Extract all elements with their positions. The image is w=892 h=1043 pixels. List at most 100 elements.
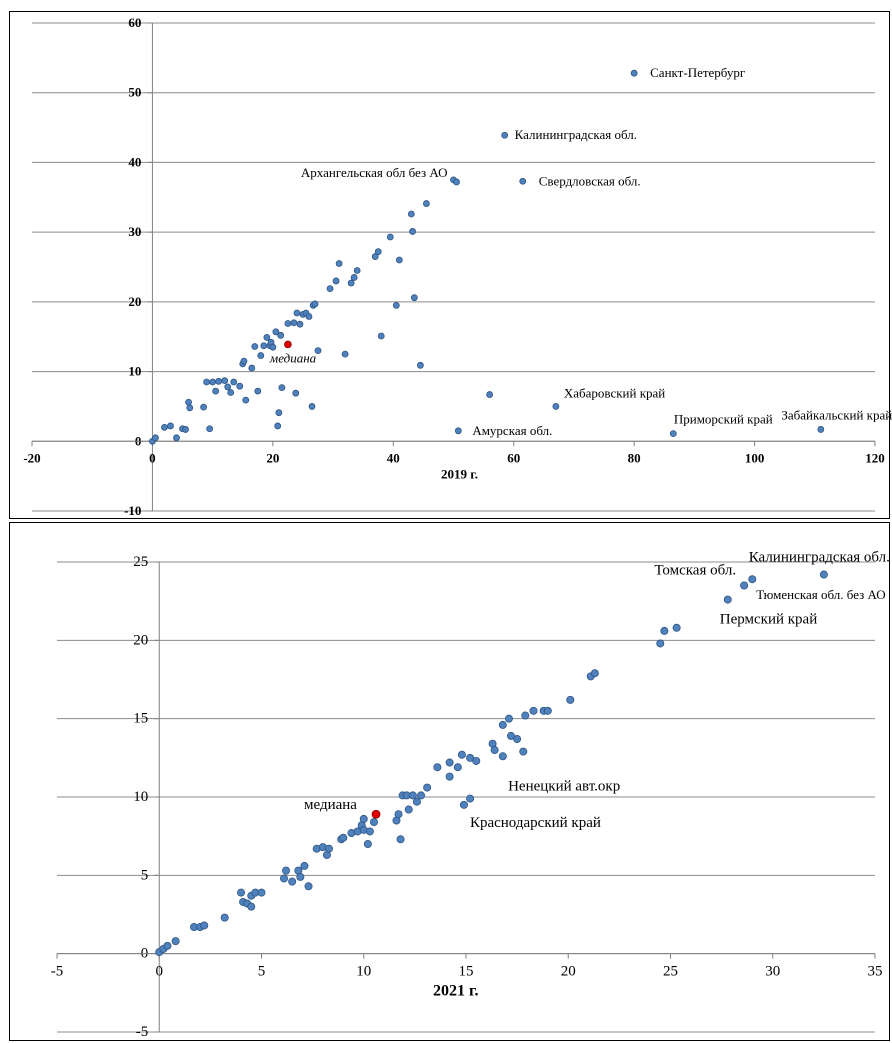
- data-point: [304, 882, 313, 891]
- median-point: [284, 340, 292, 349]
- data-point: [543, 706, 552, 715]
- data-point: [371, 253, 379, 260]
- data-point: [672, 623, 681, 632]
- data-point: [396, 835, 405, 844]
- data-point: [353, 267, 361, 274]
- y-tick-label: 60: [128, 15, 141, 30]
- x-tick-label: 5: [258, 964, 266, 980]
- point-labels: медиана Калининградская обл. Томская обл. Т…: [304, 550, 890, 831]
- data-point: [566, 695, 575, 704]
- data-point: [305, 313, 313, 320]
- data-point: [453, 763, 462, 772]
- y-tick-label: 10: [128, 364, 141, 379]
- data-points: [155, 570, 828, 957]
- x-tick-label: 0: [156, 964, 164, 980]
- data-point: [392, 301, 400, 309]
- data-point: [374, 248, 382, 256]
- data-point: [363, 839, 372, 848]
- data-point: [227, 389, 235, 396]
- point-labels: медиана Санкт-Петербург Калининградская об…: [269, 65, 892, 438]
- data-point: [341, 350, 349, 358]
- x-tick-label: 80: [628, 450, 641, 465]
- data-point: [409, 228, 416, 235]
- data-point: [290, 319, 298, 327]
- x-tick-label: 20: [561, 964, 576, 980]
- data-point: [282, 866, 291, 875]
- data-point: [417, 791, 426, 800]
- point-label: Забайкальский край: [781, 407, 892, 422]
- data-point: [230, 378, 238, 386]
- y-tick-label: 50: [128, 85, 141, 100]
- data-point: [740, 581, 749, 590]
- y-tick-label: 30: [128, 224, 141, 239]
- y-tick-label: 40: [128, 154, 141, 169]
- data-point: [254, 387, 262, 395]
- data-point: [394, 810, 403, 819]
- data-point: [454, 427, 462, 435]
- data-point: [326, 285, 334, 293]
- data-point: [200, 403, 208, 411]
- chart-2021-panel: -5 0 5 10 15 20 25 -5 0 5 10 15 20 25 30 35 медиана Кали…: [9, 522, 890, 1041]
- point-label: Пермский край: [720, 612, 817, 628]
- data-point: [236, 382, 244, 390]
- data-point: [277, 331, 285, 339]
- y-tick-label: 25: [133, 554, 148, 570]
- data-point: [453, 178, 460, 186]
- data-point: [224, 383, 232, 391]
- data-point: [466, 753, 475, 762]
- data-point: [404, 805, 413, 814]
- median-point: [371, 809, 381, 819]
- data-point: [501, 131, 509, 139]
- data-point: [296, 872, 305, 881]
- data-point: [433, 763, 442, 772]
- data-point: [332, 277, 340, 285]
- y-tick-label: 20: [133, 632, 148, 648]
- data-point: [335, 260, 343, 267]
- grid-lines: [57, 561, 875, 1033]
- point-label: Краснодарский край: [470, 815, 601, 831]
- point-label: Архангельская обл без АО: [301, 165, 448, 180]
- data-point: [445, 758, 454, 767]
- data-point: [182, 426, 189, 433]
- data-point: [220, 913, 229, 922]
- data-point: [209, 378, 217, 386]
- data-point: [519, 747, 528, 756]
- data-point: [423, 200, 430, 207]
- data-point: [513, 735, 522, 744]
- data-point: [339, 833, 348, 842]
- data-point: [212, 387, 220, 395]
- data-point: [723, 595, 732, 604]
- data-point: [457, 750, 466, 759]
- x-tick-label: 20: [266, 450, 279, 465]
- data-point: [660, 626, 669, 635]
- median-label: медиана: [304, 797, 357, 813]
- data-point: [161, 423, 168, 431]
- data-point: [486, 391, 494, 398]
- data-point: [410, 294, 418, 302]
- data-point: [350, 274, 358, 281]
- data-point: [263, 334, 271, 341]
- data-point: [279, 874, 288, 883]
- data-point: [288, 877, 297, 886]
- x-axis-title: 2021 г.: [433, 983, 478, 1000]
- data-point: [416, 361, 424, 369]
- point-label: Томская обл.: [654, 563, 736, 579]
- y-tick-label: 5: [141, 867, 149, 883]
- data-point: [386, 233, 394, 241]
- x-tick-label: 35: [868, 964, 883, 980]
- x-tick-label: -20: [23, 450, 40, 465]
- data-point: [498, 720, 507, 729]
- x-tick-label: 25: [663, 964, 678, 980]
- x-tick-label: -5: [51, 964, 64, 980]
- x-tick-label: 120: [865, 450, 885, 465]
- data-point: [359, 814, 368, 823]
- median-label: медиана: [269, 350, 317, 365]
- data-point: [817, 426, 825, 433]
- data-point: [377, 332, 385, 340]
- data-point: [248, 364, 256, 372]
- data-point: [819, 570, 828, 579]
- data-point: [498, 752, 507, 761]
